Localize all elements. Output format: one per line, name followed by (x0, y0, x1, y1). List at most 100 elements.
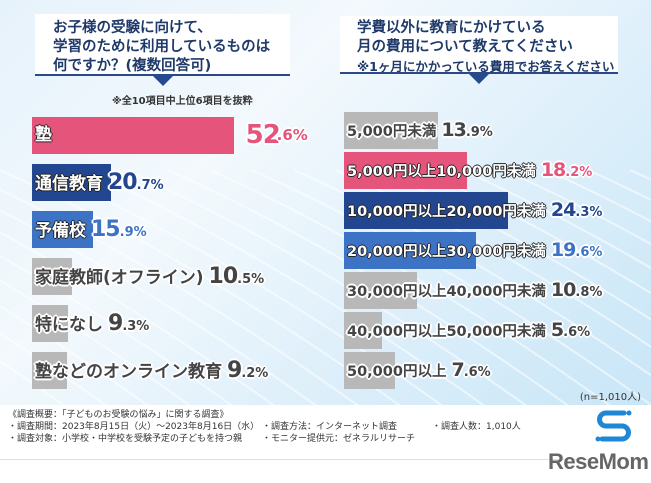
right-question-line: 月の費用について教えてください (357, 39, 573, 55)
survey-method: ・調査方法：インターネット調査 (262, 422, 398, 432)
category-label: 30,000円以上40,000円未満 (347, 284, 546, 300)
stripe-line (503, 169, 651, 246)
value-label-decimal: .5% (237, 272, 265, 287)
category-label: 40,000円以上50,000円未満 (347, 324, 546, 340)
survey-respondents: ・調査人数：1,010人 (432, 422, 521, 432)
s-logo-icon (595, 410, 632, 442)
bar-6 (344, 352, 396, 389)
value-label: 13 (441, 119, 466, 141)
value-label-decimal: .3% (575, 205, 603, 220)
stripe-line (0, 305, 149, 405)
bar-1 (32, 164, 112, 201)
stripe-line (83, 169, 485, 405)
value-label-decimal: .6% (463, 365, 491, 380)
resemom-logo: ReseMom (548, 449, 649, 475)
footer-divider (0, 459, 590, 460)
stripe-line (125, 169, 527, 405)
bar-label-0: 塾 52.6% (35, 117, 308, 154)
value-label-decimal: .9% (465, 125, 493, 140)
survey-footer: 《調査概要：「子どものお受験の悩み」に関する調査》 ・調査期間：2023年8月1… (0, 405, 651, 483)
bar-label-3: 家庭教師(オフライン) 10.5% (35, 258, 264, 295)
stripe-line (461, 169, 651, 270)
stripe-line (0, 188, 359, 405)
survey-title: 《調査概要：「子どものお受験の悩み」に関する調査》 (8, 410, 229, 420)
bar-label-6: 50,000円以上 7.6% (347, 352, 491, 389)
bar-4 (344, 272, 417, 309)
infographic-background: お子様の受験に向けて、 学習のために利用しているものは 何ですか？(複数回答可)… (0, 0, 651, 405)
value-label: 15 (91, 217, 121, 242)
bar-1 (344, 152, 467, 189)
right-question-line: 学費以外に教育にかけている (357, 20, 546, 36)
category-label: 塾 (35, 125, 52, 145)
category-label: 通信教育 (35, 174, 103, 194)
category-label: 10,000円以上20,000円未満 (347, 204, 546, 220)
bar-0 (32, 117, 234, 154)
value-label-decimal: .8% (575, 285, 603, 300)
left-question-line: お子様の受験に向けて、 (53, 20, 212, 36)
bar-label-3: 20,000円以上30,000円未満 19.6% (347, 232, 602, 269)
right-question-sub: ※1ヶ月にかかっている費用でお答えください (357, 59, 615, 74)
category-label: 家庭教師(オフライン) (35, 268, 204, 288)
monitor-provider: ・モニター提供元：ゼネラルリサーチ (262, 434, 416, 444)
bar-label-5: 40,000円以上50,000円未満 5.6% (347, 312, 590, 349)
value-label: 52 (245, 120, 281, 150)
bar-5 (344, 312, 382, 349)
bar-0 (344, 112, 438, 149)
bar-label-0: 5,000円未満 13.9% (347, 112, 493, 149)
pointer-triangle-icon (468, 73, 490, 84)
bar-2 (344, 192, 509, 229)
bar-3 (32, 258, 73, 295)
stripe-line (587, 169, 651, 201)
bar-label-2: 10,000円以上20,000円未満 24.3% (347, 192, 602, 229)
value-label: 19 (550, 239, 576, 261)
bar-label-4: 特になし 9.3% (35, 305, 149, 342)
bar-5 (32, 352, 68, 389)
left-question-line: 学習のために利用しているものは (53, 39, 271, 55)
bar-3 (344, 232, 477, 269)
bar-label-1: 5,000円以上10,000円未満 18.2% (347, 152, 592, 189)
value-label: 18 (540, 159, 566, 181)
left-question-box: お子様の受験に向けて、 学習のために利用しているものは 何ですか？(複数回答可) (35, 14, 290, 86)
bar-2 (32, 211, 93, 248)
category-label: 塾などのオンライン教育 (35, 362, 222, 382)
value-label: 7 (451, 359, 464, 381)
category-label: 20,000円以上30,000円未満 (347, 244, 546, 260)
survey-period: ・調査期間：2023年8月15日（火）～2023年8月16日（水） (8, 422, 260, 432)
sample-size-note: (n=1,010人) (579, 392, 641, 403)
left-note: ※全10項目中上位6項目を抜粋 (112, 96, 253, 107)
stripe-line (0, 279, 191, 405)
category-label: 5,000円以上10,000円未満 (347, 164, 536, 180)
pointer-triangle-icon (151, 75, 174, 86)
value-label-decimal: .6% (575, 245, 603, 260)
bar-4 (32, 305, 68, 342)
stripe-line (0, 209, 317, 405)
value-label-decimal: .3% (122, 319, 150, 334)
stripe-line (545, 169, 651, 223)
survey-target: ・調査対象：小学校・中学校を受験予定の子どもを持つ親 (8, 434, 243, 444)
value-label: 10 (550, 279, 576, 301)
stripe-line (251, 169, 651, 405)
value-label-decimal: .6% (563, 325, 591, 340)
value-label-decimal: .7% (136, 178, 164, 193)
bar-label-5: 塾などのオンライン教育 9.2% (35, 352, 268, 389)
bar-label-4: 30,000円以上40,000円未満 10.8% (347, 272, 602, 309)
right-question-box: 学費以外に教育にかけている 月の費用について教えてください ※1ヶ月にかかってい… (340, 16, 618, 84)
bar-label-1: 通信教育 20.7% (35, 164, 164, 201)
value-label: 24 (550, 199, 576, 221)
value-label-decimal: .9% (119, 225, 147, 240)
value-label: 9 (227, 358, 242, 383)
category-label: 予備校 (35, 221, 86, 241)
value-label: 9 (108, 311, 123, 336)
stripe-line (0, 231, 275, 405)
stripe-line (0, 359, 65, 405)
value-label-decimal: .6% (276, 126, 308, 144)
category-label: 50,000円以上 (347, 364, 447, 380)
value-label-decimal: .2% (241, 366, 269, 381)
value-label: 5 (550, 319, 564, 341)
left-question-line: 何ですか？(複数回答可) (53, 58, 212, 74)
resemom-logo-text: ReseMom (548, 449, 649, 474)
value-label-decimal: .2% (565, 165, 593, 180)
bar-label-2: 予備校 15.9% (35, 211, 147, 248)
value-label: 20 (108, 170, 138, 195)
category-label: 5,000円未満 (347, 124, 437, 140)
